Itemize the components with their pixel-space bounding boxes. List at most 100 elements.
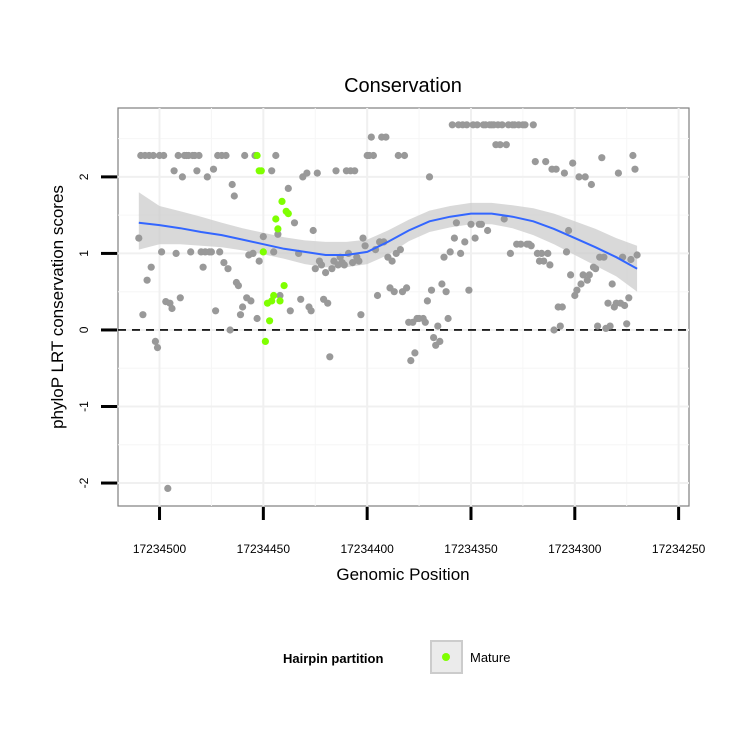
other-point (540, 257, 548, 265)
mature-point (274, 225, 282, 233)
other-point (241, 151, 249, 160)
other-point (531, 158, 539, 166)
other-point (139, 311, 147, 319)
other-point (259, 233, 267, 241)
y-tick-label: 1 (77, 250, 91, 257)
other-point (550, 326, 558, 334)
plot-panel (117, 107, 690, 507)
other-point (247, 297, 255, 305)
other-point (496, 141, 504, 149)
mature-point (259, 248, 267, 256)
mature-point (284, 210, 292, 218)
legend-title: Hairpin partition (283, 651, 383, 666)
x-tick-label: 17234250 (652, 542, 706, 556)
other-point (209, 165, 218, 173)
other-point (471, 234, 479, 242)
other-point (452, 219, 460, 227)
other-point (594, 322, 602, 330)
mature-point (257, 167, 265, 175)
other-point (216, 248, 224, 256)
other-point (506, 249, 514, 257)
other-point (307, 307, 315, 315)
other-point (176, 294, 184, 302)
other-point (529, 121, 537, 129)
x-tick-label: 17234400 (340, 542, 394, 556)
other-point (631, 165, 639, 173)
other-point (521, 121, 529, 129)
x-tick-label: 17234300 (548, 542, 602, 556)
other-point (575, 173, 583, 181)
other-point (614, 169, 623, 177)
other-point (226, 326, 234, 334)
other-point (149, 151, 157, 160)
other-point (361, 242, 369, 250)
other-point (317, 261, 326, 269)
other-point (450, 234, 458, 242)
other-point (562, 248, 571, 256)
other-point (606, 322, 614, 330)
other-point (608, 280, 616, 288)
other-point (222, 151, 230, 160)
other-point (357, 311, 365, 319)
other-point (598, 154, 606, 162)
other-point (178, 173, 186, 181)
other-point (484, 226, 492, 235)
other-point (567, 271, 575, 279)
mature-point (272, 215, 280, 223)
other-point (396, 246, 404, 254)
scatter-points (135, 121, 641, 492)
smooth-trend (138, 212, 638, 270)
other-point (621, 301, 629, 310)
other-point (463, 121, 471, 129)
other-point (573, 286, 581, 294)
other-point (270, 248, 278, 256)
other-point (604, 299, 612, 307)
y-axis-title: phyloP LRT conservation scores (48, 185, 67, 429)
other-point (230, 192, 238, 200)
other-point (517, 240, 525, 248)
other-point (403, 284, 411, 292)
other-point (322, 269, 330, 277)
other-point (355, 257, 363, 265)
other-point (359, 234, 367, 242)
other-point (390, 288, 398, 296)
other-point (373, 291, 382, 300)
other-point (467, 220, 475, 228)
mature-point (280, 282, 288, 290)
other-point (585, 271, 593, 279)
other-point (164, 484, 172, 492)
y-tick-label: -2 (77, 477, 91, 488)
other-point (623, 320, 631, 328)
other-point (174, 151, 182, 160)
other-point (457, 249, 465, 257)
other-point (239, 303, 247, 311)
other-point (423, 297, 431, 305)
other-point (143, 276, 151, 284)
legend-mature-label: Mature (470, 650, 510, 665)
other-point (147, 263, 155, 271)
other-point (153, 344, 162, 352)
other-point (332, 167, 340, 175)
other-point (538, 249, 546, 257)
other-point (527, 242, 535, 250)
other-point (170, 167, 178, 175)
other-point (340, 261, 348, 269)
mature-point (266, 317, 274, 325)
other-point (542, 158, 550, 166)
other-point (565, 226, 573, 235)
other-point (224, 265, 232, 273)
other-point (290, 219, 299, 227)
other-point (349, 259, 357, 267)
other-point (367, 133, 375, 141)
other-point (234, 282, 242, 290)
other-point (303, 169, 311, 177)
other-point (569, 159, 577, 167)
other-point (625, 294, 633, 302)
other-point (253, 314, 261, 323)
mature-point (261, 337, 269, 345)
other-point (500, 215, 508, 223)
other-point (272, 151, 280, 160)
other-point (193, 167, 201, 175)
other-point (313, 169, 321, 177)
